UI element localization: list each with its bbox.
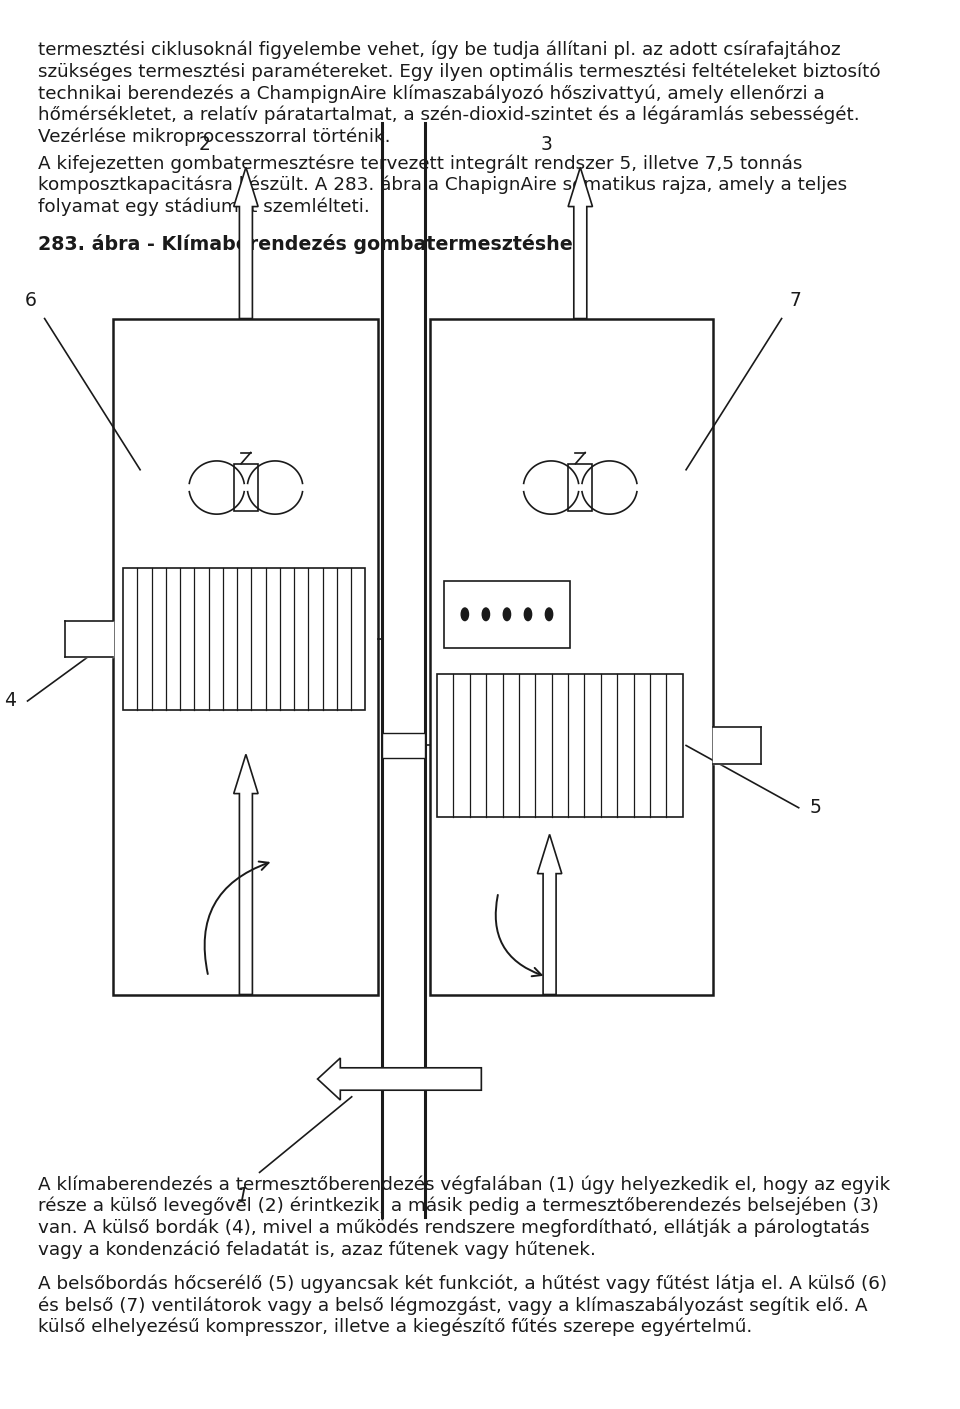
Polygon shape	[233, 754, 258, 995]
Text: 5: 5	[810, 799, 822, 817]
Polygon shape	[233, 168, 258, 318]
Text: van. A külső bordák (4), mivel a működés rendszere megfordítható, ellátják a pár: van. A külső bordák (4), mivel a működés…	[37, 1219, 870, 1237]
Text: része a külső levegővel (2) érintkezik, a másik pedig a termesztőberendezés bels: része a külső levegővel (2) érintkezik, …	[37, 1196, 878, 1216]
Bar	[123, 568, 366, 710]
Circle shape	[461, 607, 468, 620]
Circle shape	[524, 607, 532, 620]
Text: Vezérlése mikroprocesszorral történik.: Vezérlése mikroprocesszorral történik.	[37, 127, 391, 147]
Bar	[444, 581, 570, 648]
Text: hőmérsékletet, a relatív páratartalmat, a szén-dioxid-szintet és a légáramlás se: hőmérsékletet, a relatív páratartalmat, …	[37, 106, 859, 124]
Bar	[437, 675, 683, 817]
Text: technikai berendezés a ChampignAire klímaszabályozó hőszivattyú, amely ellenőrzi: technikai berendezés a ChampignAire klím…	[37, 85, 825, 103]
Bar	[233, 464, 258, 511]
Text: 6: 6	[25, 292, 36, 310]
Text: 3: 3	[540, 135, 552, 154]
Circle shape	[503, 607, 511, 620]
Polygon shape	[568, 168, 592, 318]
Text: 7: 7	[789, 292, 802, 310]
Text: A belsőbordás hőcserélő (5) ugyancsak két funkciót, a hűtést vagy fűtést látja e: A belsőbordás hőcserélő (5) ugyancsak ké…	[37, 1275, 887, 1293]
Text: 1: 1	[236, 1186, 249, 1205]
Text: vagy a kondenzáció feladatát is, azaz fűtenek vagy hűtenek.: vagy a kondenzáció feladatát is, azaz fű…	[37, 1240, 595, 1258]
Text: komposztkapacitásra készült. A 283. ábra a ChapignAire sematikus rajza, amely a : komposztkapacitásra készült. A 283. ábra…	[37, 176, 847, 194]
Text: szükséges termesztési paramétereket. Egy ilyen optimális termesztési feltételeke: szükséges termesztési paramétereket. Egy…	[37, 62, 880, 80]
Text: A klímaberendezés a termesztőberendezés végfalában (1) úgy helyezkedik el, hogy : A klímaberendezés a termesztőberendezés …	[37, 1175, 890, 1193]
Text: A kifejezetten gombatermesztésre tervezett integrált rendszer 5, illetve 7,5 ton: A kifejezetten gombatermesztésre terveze…	[37, 154, 803, 172]
Polygon shape	[318, 1058, 481, 1100]
Text: és belső (7) ventilátorok vagy a belső légmozgást, vagy a klímaszabályozást segí: és belső (7) ventilátorok vagy a belső l…	[37, 1296, 868, 1315]
Text: 4: 4	[5, 692, 16, 710]
Text: termesztési ciklusoknál figyelembe vehet, így be tudja állítani pl. az adott csí: termesztési ciklusoknál figyelembe vehet…	[37, 41, 840, 59]
Text: külső elhelyezésű kompresszor, illetve a kiegészítő fűtés szerepe egyértelmű.: külső elhelyezésű kompresszor, illetve a…	[37, 1317, 752, 1337]
Bar	[382, 733, 425, 758]
Circle shape	[482, 607, 490, 620]
Bar	[430, 318, 713, 995]
Circle shape	[545, 607, 553, 620]
Text: 283. ábra - Klímaberendezés gombatermesztéshez: 283. ábra - Klímaberendezés gombatermesz…	[37, 234, 584, 254]
Bar	[113, 318, 377, 995]
Bar	[568, 464, 592, 511]
Polygon shape	[538, 834, 562, 995]
Text: 2: 2	[199, 135, 211, 154]
Text: folyamat egy stádiumát szemlélteti.: folyamat egy stádiumát szemlélteti.	[37, 197, 370, 216]
